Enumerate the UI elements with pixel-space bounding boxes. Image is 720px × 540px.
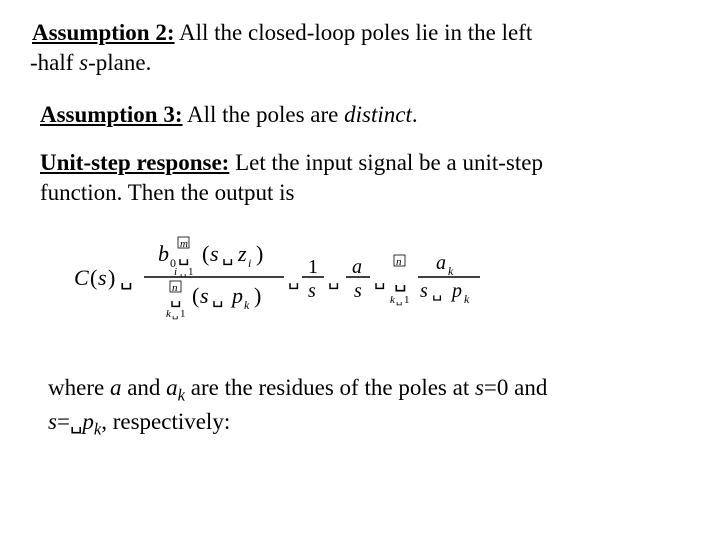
closing-text-b: and bbox=[121, 375, 166, 400]
assumption-3: Assumption 3: All the poles are distinct… bbox=[40, 100, 688, 130]
closing-text-a: where bbox=[48, 375, 110, 400]
assumption-2-label: Assumption 2: bbox=[32, 20, 175, 45]
eq-C: C bbox=[74, 265, 89, 290]
unit-step-label: Unit-step response: bbox=[40, 150, 229, 175]
eq-one-b: 1 bbox=[180, 308, 186, 320]
eq-ph-sumk: ␣ bbox=[396, 295, 402, 306]
eq-s1: s bbox=[308, 280, 316, 302]
eq-placeholder-1: ␣ bbox=[120, 268, 133, 290]
closing-pk-p: p bbox=[82, 409, 94, 434]
eq-pk2-sub: k bbox=[464, 292, 470, 306]
closing-ak-a: a bbox=[166, 375, 178, 400]
eq-p: p bbox=[230, 283, 243, 308]
closing-text-c: are the residues of the poles at bbox=[185, 375, 475, 400]
eq-zi-sub: i bbox=[248, 256, 251, 270]
eq-ph-dot: ␣ bbox=[288, 269, 299, 290]
eq-s2: s bbox=[354, 280, 362, 302]
closing-eqm: = bbox=[57, 409, 70, 434]
eq-s3: s bbox=[420, 280, 428, 302]
eq-i1-a: i bbox=[174, 266, 177, 278]
assumption-2-text-c: -plane. bbox=[88, 50, 151, 75]
closing-s2: s bbox=[48, 409, 57, 434]
closing-text-d: , respectively: bbox=[101, 409, 230, 434]
eq-ph-minus2: ␣ bbox=[212, 287, 223, 308]
assumption-3-text-a: All the poles are bbox=[183, 102, 345, 127]
eq-one-a: 1 bbox=[188, 266, 194, 278]
eq-p2: p bbox=[450, 280, 462, 302]
eq-ph-minus1: ␣ bbox=[222, 245, 233, 266]
closing-a: a bbox=[110, 375, 122, 400]
closing: where a and ak are the residues of the p… bbox=[48, 373, 688, 439]
eq-ph-k1a: ␣ bbox=[172, 309, 178, 320]
assumption-3-label: Assumption 3: bbox=[40, 102, 183, 127]
eq-ph-plus: ␣ bbox=[374, 269, 385, 290]
assumption-2: Assumption 2: All the closed-loop poles … bbox=[32, 18, 688, 78]
eq-lparen3: ( bbox=[192, 283, 199, 308]
assumption-2-text-b: -half bbox=[30, 50, 79, 75]
eq-sum-n: n bbox=[396, 256, 402, 268]
eq-ph-eq2: ␣ bbox=[328, 269, 339, 290]
eq-ak-a: a bbox=[436, 252, 446, 274]
eq-1: 1 bbox=[308, 256, 318, 278]
eq-z: z bbox=[237, 241, 247, 266]
eq-ph-sum: ␣ bbox=[394, 270, 407, 292]
eq-ak-k: k bbox=[448, 264, 454, 278]
assumption-3-text-b: . bbox=[412, 102, 418, 127]
eq-rparen3: ) bbox=[254, 283, 261, 308]
closing-s1: s bbox=[475, 375, 484, 400]
eq-pk-sub: k bbox=[244, 298, 250, 312]
eq-a: a bbox=[352, 256, 362, 278]
eq-b: b bbox=[158, 241, 169, 266]
unit-step-text-b: function. Then the output is bbox=[40, 180, 294, 205]
equation: C ( s ) ␣ b 0 ␣ m i ␣ 1 ( s ␣ z i ) ␣ bbox=[74, 225, 688, 345]
eq-sum-one: 1 bbox=[404, 294, 410, 306]
assumption-2-s: s bbox=[79, 50, 88, 75]
eq-lparen1: ( bbox=[90, 265, 97, 290]
eq-rparen2: ) bbox=[256, 241, 263, 266]
eq-s-zi: s bbox=[210, 241, 219, 266]
unit-step: Unit-step response: Let the input signal… bbox=[40, 148, 688, 208]
assumption-3-distinct: distinct bbox=[344, 102, 412, 127]
eq-s-pk: s bbox=[200, 283, 209, 308]
eq-s-arg: s bbox=[98, 265, 107, 290]
closing-minus-box: ␣ bbox=[70, 412, 82, 434]
eq-n-den: n bbox=[172, 282, 178, 294]
eq-m: m bbox=[180, 238, 188, 250]
eq-rparen1: ) bbox=[108, 265, 115, 290]
closing-ak-k: k bbox=[178, 386, 185, 405]
eq-ph-minus3: ␣ bbox=[432, 284, 442, 301]
closing-eq0: =0 and bbox=[484, 375, 547, 400]
eq-lparen2: ( bbox=[202, 241, 209, 266]
unit-step-text-a: Let the input signal be a unit-step bbox=[229, 150, 543, 175]
equation-svg: C ( s ) ␣ b 0 ␣ m i ␣ 1 ( s ␣ z i ) ␣ bbox=[74, 225, 634, 345]
assumption-2-text-a: All the closed-loop poles lie in the lef… bbox=[175, 20, 533, 45]
